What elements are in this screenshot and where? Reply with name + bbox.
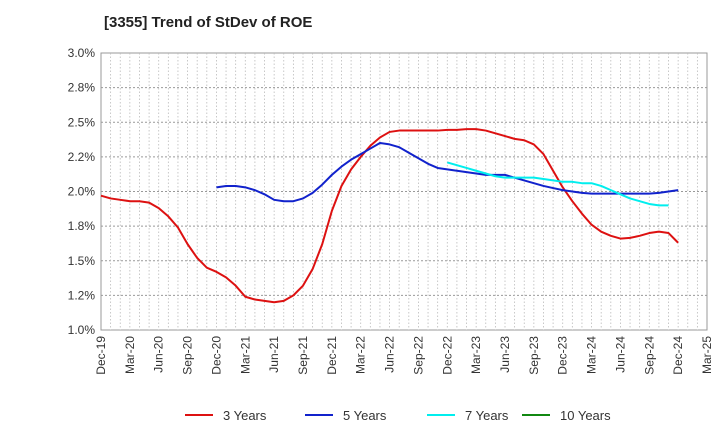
x-tick-label: Mar-25 <box>700 336 714 374</box>
legend-label: 10 Years <box>560 408 611 423</box>
y-tick-label: 1.0% <box>68 323 96 337</box>
legend: 3 Years 5 Years 7 Years 10 Years <box>185 408 611 423</box>
y-tick-label: 3.0% <box>68 46 96 60</box>
x-tick-label: Mar-23 <box>469 336 483 374</box>
series-line-3-years <box>100 128 679 304</box>
x-tick-label: Jun-20 <box>152 336 166 373</box>
x-tick-label: Dec-20 <box>209 336 223 375</box>
x-tick-label: Mar-20 <box>123 336 137 374</box>
y-tick-label: 2.0% <box>68 185 96 199</box>
series-lines <box>100 128 679 304</box>
grid-lines <box>101 53 707 330</box>
x-tick-label: Mar-22 <box>354 336 368 374</box>
series-line-5-years <box>216 142 679 203</box>
x-tick-label: Dec-21 <box>325 336 339 375</box>
y-tick-label: 1.5% <box>68 254 96 268</box>
y-axis-ticks: 1.0% 1.2% 1.5% 1.8% 2.0% 2.2% 2.5% 2.8% 3.0% <box>68 46 96 337</box>
x-tick-label: Mar-21 <box>238 336 252 374</box>
x-tick-label: Sep-22 <box>411 336 425 375</box>
legend-label: 5 Years <box>343 408 387 423</box>
y-tick-label: 1.8% <box>68 219 96 233</box>
x-tick-label: Mar-24 <box>585 336 599 374</box>
x-tick-label: Sep-21 <box>296 336 310 375</box>
y-tick-label: 2.2% <box>68 150 96 164</box>
x-tick-label: Sep-24 <box>642 336 656 375</box>
y-tick-label: 1.2% <box>68 288 96 302</box>
x-tick-label: Jun-23 <box>498 336 512 373</box>
y-tick-label: 2.8% <box>68 81 96 95</box>
x-tick-label: Dec-22 <box>440 336 454 375</box>
x-tick-label: Dec-19 <box>94 336 108 375</box>
series-line-7-years <box>447 161 669 207</box>
x-tick-label: Jun-24 <box>613 336 627 373</box>
chart-title: [3355] Trend of StDev of ROE <box>104 14 313 31</box>
x-tick-label: Dec-24 <box>671 336 685 375</box>
x-tick-label: Dec-23 <box>556 336 570 375</box>
y-tick-label: 2.5% <box>68 115 96 129</box>
x-tick-label: Jun-21 <box>267 336 281 373</box>
x-tick-label: Sep-23 <box>527 336 541 375</box>
legend-label: 7 Years <box>465 408 509 423</box>
x-tick-label: Jun-22 <box>383 336 397 373</box>
x-tick-label: Sep-20 <box>181 336 195 375</box>
legend-label: 3 Years <box>223 408 267 423</box>
x-axis-ticks: Dec-19 Mar-20 Jun-20 Sep-20 Dec-20 Mar-21 Jun-… <box>94 336 714 375</box>
